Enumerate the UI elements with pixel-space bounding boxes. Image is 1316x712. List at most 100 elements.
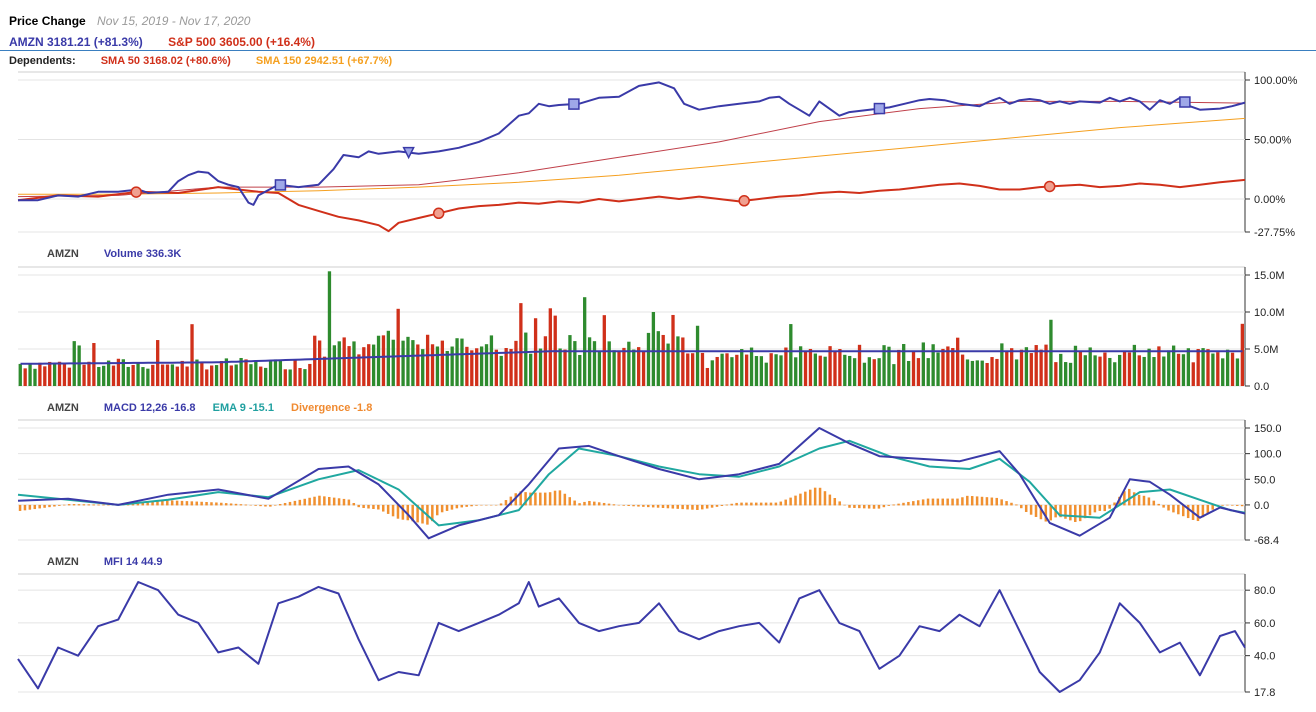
volume-bar (627, 341, 631, 386)
volume-bar (1093, 355, 1097, 386)
divergence-bar (735, 502, 738, 506)
price-series-2 (17, 100, 1246, 198)
divergence-bar (215, 502, 218, 506)
volume-bar (862, 362, 867, 386)
date-range[interactable]: Nov 15, 2019 - Nov 17, 2020 (97, 14, 251, 28)
divergence-bar (141, 502, 145, 506)
volume-bar (1049, 319, 1053, 386)
volume-bar (460, 338, 464, 386)
volume-bar (249, 364, 253, 386)
volume-bar (268, 361, 273, 386)
divergence-bar (966, 495, 969, 506)
divergence-bar (1147, 497, 1151, 506)
volume-bar (1137, 355, 1141, 386)
divergence-bar (342, 498, 346, 506)
divergence-bar (907, 501, 910, 506)
divergence-bar (578, 503, 581, 506)
divergence-bar (951, 498, 954, 506)
divergence-bar (494, 504, 498, 506)
divergence-bar (568, 497, 572, 506)
volume-bar (92, 343, 96, 386)
volume-bar (769, 353, 773, 386)
divergence-bar (53, 504, 56, 507)
volume-bar (749, 347, 754, 386)
volume-bar (421, 349, 425, 386)
mfi-label[interactable]: MFI 14 44.9 (103, 556, 163, 568)
legend-sma50[interactable]: SMA 50 3168.02 (+80.6%) (100, 55, 231, 67)
divergence-bar (136, 503, 140, 506)
divergence-bar (23, 504, 27, 511)
divergence-bar (808, 489, 812, 506)
legend-sp500[interactable]: S&P 500 3605.00 (+16.4%) (168, 35, 315, 49)
volume-bar (141, 367, 145, 386)
divergence-bar (318, 495, 321, 506)
divergence-bar (48, 504, 51, 508)
divergence-bar (28, 504, 32, 510)
volume-bar (641, 351, 646, 386)
divergence-bar (975, 496, 979, 506)
divergence-bar (278, 504, 282, 506)
divergence-bar (396, 504, 400, 519)
divergence-bar (62, 504, 66, 506)
divergence-bar (421, 504, 424, 524)
divergence-bar (666, 504, 670, 509)
volume-bar (867, 357, 871, 386)
volume-bar (254, 360, 258, 386)
volume-bar (283, 369, 287, 386)
divergence-bar (524, 492, 527, 506)
divergence-bar (813, 487, 817, 506)
divergence-bar (848, 504, 851, 508)
divergence-bar (298, 499, 302, 506)
price-series-0 (18, 81, 1246, 206)
volume-bar (877, 358, 881, 386)
divergence-bar (1211, 504, 1214, 510)
volume-bar (219, 360, 224, 386)
macd-label[interactable]: MACD 12,26 -16.8 (103, 402, 196, 414)
volume-bar (332, 345, 337, 386)
volume-bar (293, 359, 297, 386)
divergence-bar (391, 504, 395, 517)
volume-bar (661, 334, 665, 386)
legend-sma150[interactable]: SMA 150 2942.51 (+67.7%) (255, 55, 393, 67)
volume-bar (1240, 323, 1244, 386)
divergence-bar (509, 496, 513, 506)
volume-bar (308, 363, 312, 386)
divergence-bar (1074, 504, 1077, 522)
volume-bar (357, 354, 361, 386)
volume-bar (111, 365, 116, 386)
volume-bar (578, 354, 582, 386)
ema-label[interactable]: EMA 9 -15.1 (212, 402, 274, 414)
volume-bar (23, 368, 27, 386)
volume-bar (347, 346, 351, 386)
volume-bar (529, 353, 533, 386)
volume-bar (779, 355, 783, 386)
volume-bar (126, 366, 130, 386)
volume-bar (1073, 345, 1078, 386)
legend-amzn[interactable]: AMZN 3181.21 (+81.3%) (9, 35, 143, 49)
divergence-bar (627, 504, 630, 507)
divergence-bar (926, 498, 930, 506)
volume-bar (1235, 358, 1240, 386)
divergence-bar (1196, 504, 1200, 522)
divergence-bar (529, 492, 532, 506)
volume-bar (985, 362, 989, 386)
divergence-bar (1083, 504, 1087, 519)
divergence-bar (701, 504, 704, 510)
volume-ma-line (20, 350, 1243, 365)
volume-bar (313, 335, 317, 386)
divergence-bar (1010, 502, 1013, 506)
volume-bar (951, 348, 955, 386)
volume-bar (1206, 349, 1210, 386)
divergence-bar (1034, 504, 1038, 517)
volume-tick-label: 15.0M (1254, 270, 1285, 282)
volume-bar (146, 368, 150, 386)
volume-label[interactable]: Volume 336.3K (103, 248, 182, 260)
volume-bar (411, 340, 415, 386)
divergence-bar (1240, 504, 1244, 507)
divergence-bar (43, 504, 46, 508)
volume-bar (509, 348, 513, 386)
divergence-label[interactable]: Divergence -1.8 (291, 402, 373, 414)
divergence-bar (1177, 504, 1180, 515)
divergence-bar (229, 503, 233, 506)
volume-bar (1083, 355, 1087, 386)
